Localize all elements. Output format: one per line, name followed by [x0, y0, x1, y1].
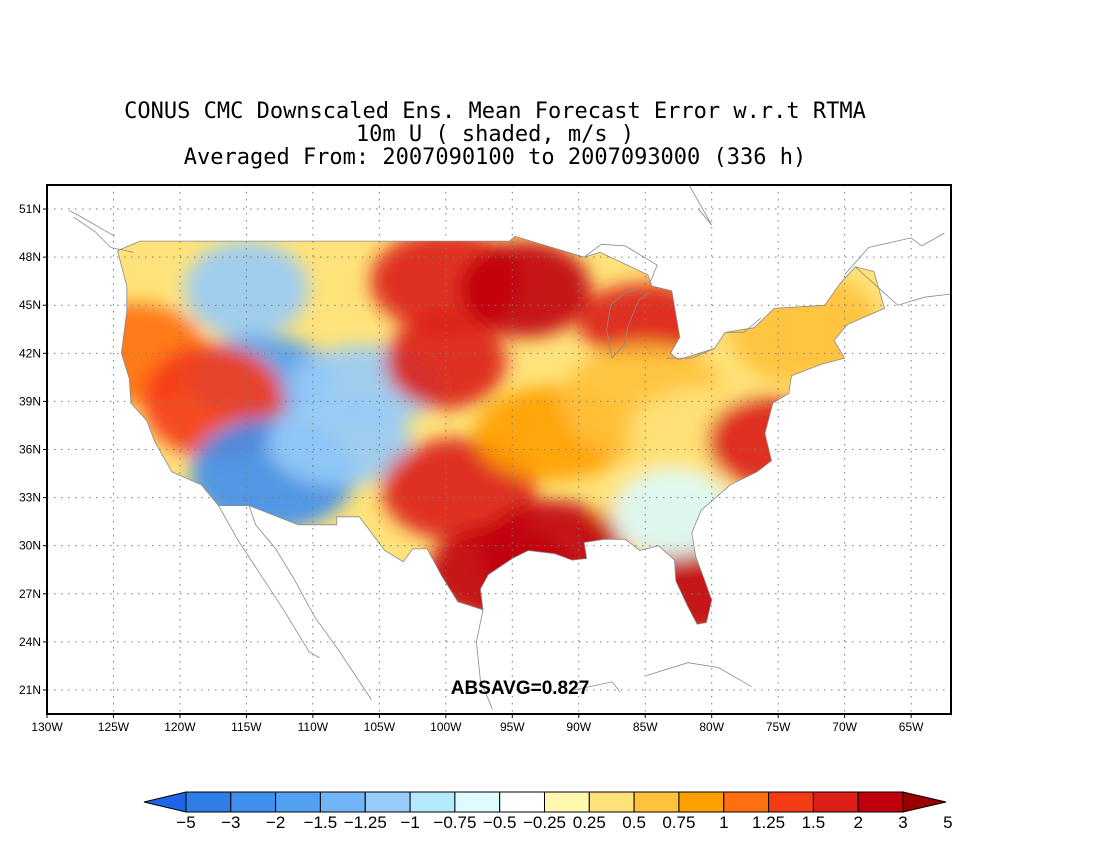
colorbar-label: −2: [266, 813, 285, 832]
colorbar-label: 1.5: [802, 813, 826, 832]
latitude-labels: 51N 48N 45N 42N 39N 36N 33N 30N 27N 24N 21N: [19, 202, 41, 697]
coast-line: [218, 505, 320, 659]
coast-line: [73, 216, 134, 253]
colorbar-label: −0.75: [433, 813, 476, 832]
colorbar-box: [185, 791, 232, 813]
title-line-3: Averaged From: 2007090100 to 2007093000 …: [183, 145, 807, 170]
colorbar-labels: −5 −3 −2 −1.5 −1.25 −1 −0.75 −0.5 −0.25 0.25 0.5 0.…: [176, 813, 952, 832]
lat-tick-label: 45N: [19, 298, 41, 312]
lat-tick-label: 24N: [19, 635, 41, 649]
colorbar-label: 3: [898, 813, 907, 832]
coastlines: [69, 185, 951, 710]
colorbar-label: −3: [221, 813, 240, 832]
field-region: [460, 241, 591, 338]
colorbar-label: 5: [943, 813, 952, 832]
field-region: [426, 525, 572, 621]
coast-line: [248, 505, 372, 700]
colorbar-box: [499, 791, 546, 813]
colorbar-end-high: [902, 791, 947, 813]
lon-tick-label: 85W: [633, 720, 658, 734]
colorbar-box: [409, 791, 456, 813]
colorbar-label: 1: [719, 813, 728, 832]
field-region: [611, 469, 732, 558]
colorbar-box: [319, 791, 366, 813]
coast-line: [646, 662, 752, 688]
lon-tick-label: 125W: [98, 720, 130, 734]
field-region: [707, 397, 823, 486]
lat-tick-label: 36N: [19, 443, 41, 457]
coast-line: [475, 609, 493, 710]
colorbar-label: −1: [400, 813, 419, 832]
colorbar-box: [812, 791, 859, 813]
coast-line: [606, 288, 640, 359]
field-layer: [47, 185, 951, 714]
colorbar-label: −1.25: [344, 813, 387, 832]
colorbar: [143, 791, 947, 813]
coast-line: [69, 210, 116, 237]
coast-line: [666, 348, 715, 359]
colorbar-box: [633, 791, 680, 813]
coast-line: [725, 317, 762, 333]
lon-tick-label: 120W: [164, 720, 196, 734]
lon-tick-label: 65W: [899, 720, 924, 734]
colorbar-box: [678, 791, 725, 813]
lat-tick-label: 42N: [19, 346, 41, 360]
colorbar-label: −5: [176, 813, 195, 832]
title-line-2: 10m U ( shaded, m/s ): [355, 122, 635, 147]
colorbar-box: [768, 791, 814, 813]
colorbar-box: [588, 791, 635, 813]
lon-tick-label: 115W: [231, 720, 262, 734]
tick-marks: [43, 208, 912, 718]
colorbar-label: 0.5: [622, 813, 646, 832]
colorbar-label: −0.25: [523, 813, 566, 832]
title-block: CONUS CMC Downscaled Ens. Mean Forecast …: [0, 100, 990, 169]
colorbar-label: −1.5: [304, 813, 338, 832]
lat-tick-label: 21N: [19, 683, 41, 697]
lat-tick-label: 33N: [19, 491, 41, 505]
colorbar-box: [275, 791, 321, 813]
colorbar-label: −0.5: [483, 813, 517, 832]
coast-line: [611, 292, 650, 359]
us-outline: [117, 235, 885, 625]
colorbar-label: 0.75: [662, 813, 695, 832]
lon-tick-label: 70W: [832, 720, 857, 734]
colorbar-label: 1.25: [752, 813, 785, 832]
field-region: [184, 241, 309, 338]
lat-tick-label: 39N: [19, 394, 41, 408]
colorbar-label: 2: [853, 813, 862, 832]
colorbar-box: [723, 791, 770, 813]
absavg-label: ABSAVG=0.827: [451, 678, 590, 699]
colorbar-box: [454, 791, 501, 813]
colorbar-box: [857, 791, 904, 813]
colorbar-label: 0.25: [573, 813, 606, 832]
lon-tick-label: 90W: [566, 720, 591, 734]
lon-tick-label: 130W: [31, 720, 63, 734]
coast-line: [844, 232, 945, 276]
colorbar-box: [364, 791, 411, 813]
colorbar-box: [544, 791, 590, 813]
field-region: [729, 271, 881, 387]
title-line-1: CONUS CMC Downscaled Ens. Mean Forecast …: [124, 99, 866, 124]
coast-line: [688, 185, 713, 226]
lon-tick-label: 80W: [699, 720, 724, 734]
colorbar-box: [230, 791, 277, 813]
lat-tick-label: 30N: [19, 539, 41, 553]
lon-tick-label: 110W: [298, 720, 329, 734]
lat-tick-label: 51N: [19, 202, 41, 216]
coast-line: [855, 266, 951, 306]
lat-tick-label: 27N: [19, 587, 41, 601]
lon-tick-label: 100W: [430, 720, 462, 734]
coast-line: [583, 243, 658, 282]
lon-tick-label: 75W: [766, 720, 791, 734]
lat-tick-label: 48N: [19, 250, 41, 264]
lon-tick-label: 95W: [500, 720, 525, 734]
coast-line: [573, 681, 621, 692]
lon-tick-label: 105W: [364, 720, 396, 734]
longitude-labels: 130W 125W 120W 115W 110W 105W 100W 95W 90W 85W 80W…: [31, 720, 924, 734]
colorbar-end-low: [143, 791, 187, 813]
